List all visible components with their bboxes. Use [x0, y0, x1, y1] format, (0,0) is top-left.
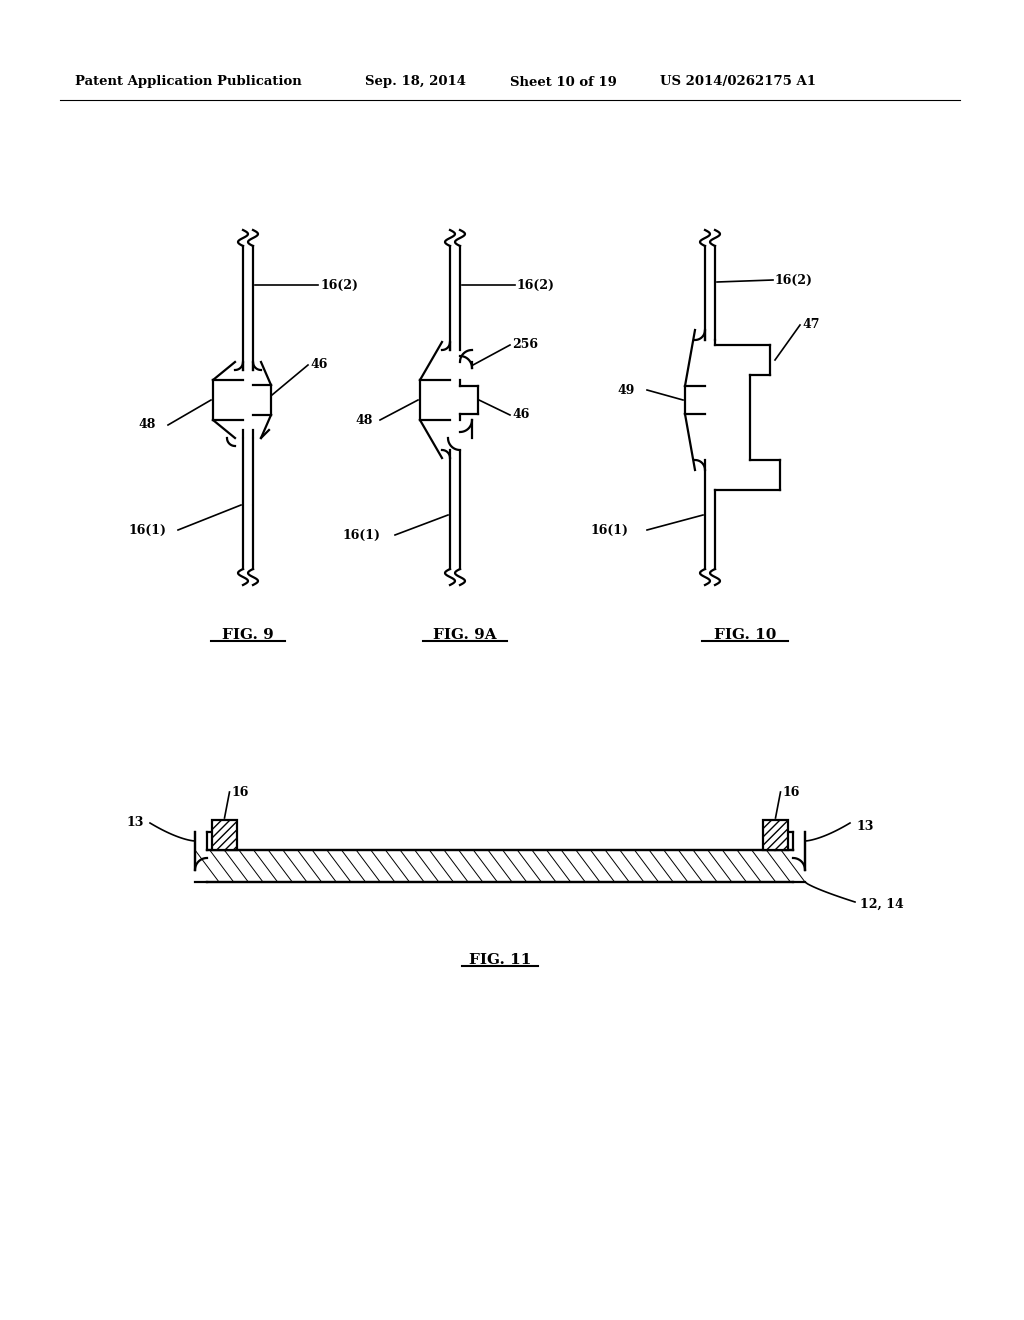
Text: 16(1): 16(1)	[128, 524, 166, 536]
Text: FIG. 9: FIG. 9	[222, 628, 273, 642]
Text: FIG. 9A: FIG. 9A	[433, 628, 497, 642]
Text: 16(1): 16(1)	[342, 528, 380, 541]
Text: 46: 46	[310, 359, 328, 371]
Text: FIG. 10: FIG. 10	[714, 628, 776, 642]
Bar	[212, 820, 237, 850]
Text: 16(2): 16(2)	[775, 273, 813, 286]
Text: 49: 49	[617, 384, 635, 396]
Text: 12, 14: 12, 14	[860, 898, 904, 911]
Text: 16(2): 16(2)	[319, 279, 358, 292]
Text: 16: 16	[782, 785, 800, 799]
Text: FIG. 11: FIG. 11	[469, 953, 531, 968]
Text: 16: 16	[231, 785, 249, 799]
Text: 48: 48	[138, 418, 156, 432]
Text: 47: 47	[802, 318, 819, 331]
Text: 13: 13	[857, 821, 874, 833]
Text: Sep. 18, 2014: Sep. 18, 2014	[365, 75, 466, 88]
Text: 13: 13	[126, 817, 143, 829]
Text: 256: 256	[512, 338, 538, 351]
Text: 48: 48	[355, 413, 373, 426]
Bar	[763, 820, 788, 850]
Text: 16(2): 16(2)	[517, 279, 555, 292]
Text: Patent Application Publication: Patent Application Publication	[75, 75, 302, 88]
Text: 46: 46	[512, 408, 529, 421]
Text: 16(1): 16(1)	[590, 524, 628, 536]
Text: US 2014/0262175 A1: US 2014/0262175 A1	[660, 75, 816, 88]
Text: Sheet 10 of 19: Sheet 10 of 19	[510, 75, 616, 88]
